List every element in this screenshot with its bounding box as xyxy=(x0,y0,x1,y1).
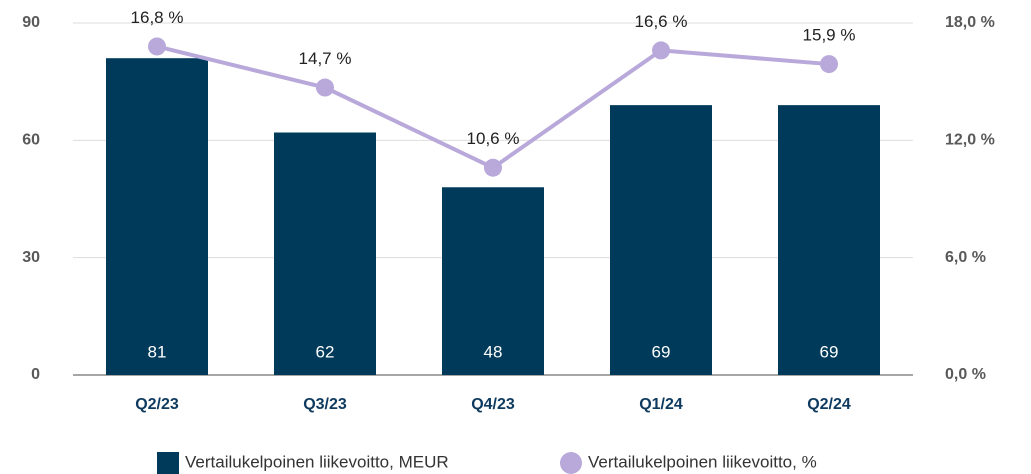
line-label: 14,7 % xyxy=(299,49,352,68)
x-tick-label: Q2/23 xyxy=(135,396,179,413)
y2-tick-label: 18,0 % xyxy=(945,14,995,31)
bar xyxy=(442,187,544,375)
x-tick-label: Q2/24 xyxy=(807,396,851,413)
legend-label: Vertailukelpoinen liikevoitto, % xyxy=(588,452,817,471)
line-marker xyxy=(316,78,334,97)
y2-tick-label: 0,0 % xyxy=(945,366,986,383)
line-label: 10,6 % xyxy=(467,129,520,148)
line-marker xyxy=(820,55,838,74)
bar xyxy=(106,58,208,375)
line-label: 16,6 % xyxy=(635,12,688,31)
legend-swatch xyxy=(157,452,179,474)
bar xyxy=(778,105,880,375)
line-marker xyxy=(148,37,166,56)
legend-label: Vertailukelpoinen liikevoitto, MEUR xyxy=(185,452,449,471)
bar-label: 81 xyxy=(148,342,167,361)
y-tick-label: 30 xyxy=(22,249,40,266)
bar xyxy=(610,105,712,375)
line-marker xyxy=(484,158,502,177)
bar-label: 48 xyxy=(484,342,503,361)
y-tick-label: 60 xyxy=(22,132,40,149)
bar-label: 69 xyxy=(652,342,671,361)
bar-label: 69 xyxy=(820,342,839,361)
y-tick-label: 90 xyxy=(22,14,40,31)
x-tick-label: Q4/23 xyxy=(471,396,515,413)
x-tick-label: Q3/23 xyxy=(303,396,347,413)
legend-swatch xyxy=(560,452,582,474)
line-label: 15,9 % xyxy=(803,26,856,45)
line-label: 16,8 % xyxy=(131,8,184,27)
y2-tick-label: 6,0 % xyxy=(945,249,986,266)
line xyxy=(156,44,830,171)
line-marker xyxy=(652,41,670,60)
bar xyxy=(274,132,376,375)
bar-label: 62 xyxy=(316,342,335,361)
y2-tick-label: 12,0 % xyxy=(945,132,995,149)
x-tick-label: Q1/24 xyxy=(639,396,683,413)
y-tick-label: 0 xyxy=(31,366,40,383)
